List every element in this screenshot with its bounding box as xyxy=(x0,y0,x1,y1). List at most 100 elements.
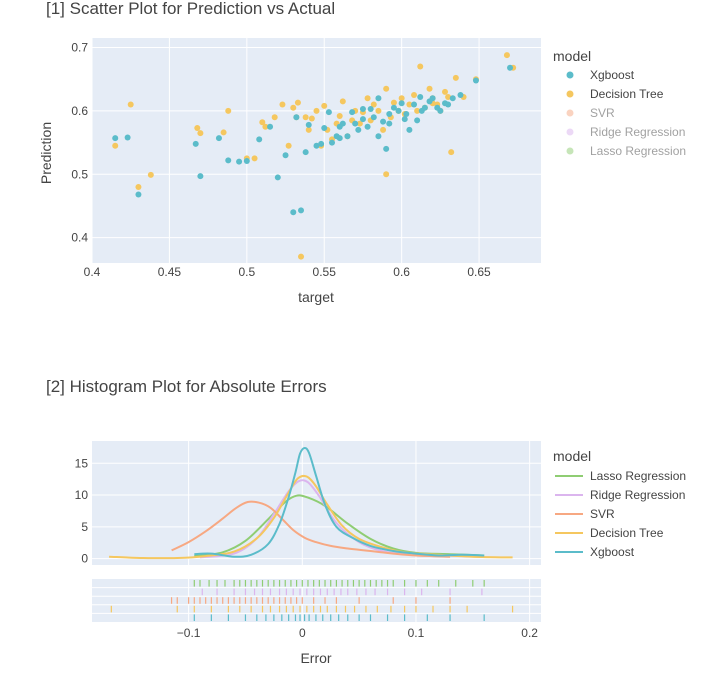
scatter-point-decision-tree[interactable] xyxy=(225,107,232,114)
scatter-point-decision-tree[interactable] xyxy=(448,149,455,156)
scatter-point-xgboost[interactable] xyxy=(449,95,456,102)
scatter-point-xgboost[interactable] xyxy=(267,123,274,130)
scatter-point-decision-tree[interactable] xyxy=(285,142,292,149)
scatter-point-xgboost[interactable] xyxy=(274,174,281,181)
scatter-point-xgboost[interactable] xyxy=(398,100,405,107)
scatter-point-decision-tree[interactable] xyxy=(426,85,433,92)
scatter-point-xgboost[interactable] xyxy=(302,149,309,156)
scatter-point-xgboost[interactable] xyxy=(318,140,325,147)
scatter-point-decision-tree[interactable] xyxy=(305,126,312,133)
scatter-point-decision-tree[interactable] xyxy=(375,107,382,114)
scatter-point-decision-tree[interactable] xyxy=(302,114,309,121)
scatter-point-decision-tree[interactable] xyxy=(294,99,301,106)
scatter-legend-item-lasso-regression[interactable]: Lasso Regression xyxy=(566,144,687,158)
scatter-point-xgboost[interactable] xyxy=(359,105,366,112)
scatter-point-xgboost[interactable] xyxy=(370,114,377,121)
scatter-point-xgboost[interactable] xyxy=(225,157,232,164)
scatter-point-xgboost[interactable] xyxy=(406,126,413,133)
density-line-xgboost[interactable] xyxy=(194,446,485,558)
scatter-point-decision-tree[interactable] xyxy=(298,253,305,260)
scatter-point-xgboost[interactable] xyxy=(355,126,362,133)
scatter-point-xgboost[interactable] xyxy=(359,116,366,123)
scatter-point-xgboost[interactable] xyxy=(325,109,332,116)
scatter-point-xgboost[interactable] xyxy=(112,135,119,142)
scatter-point-decision-tree[interactable] xyxy=(503,52,510,59)
scatter-point-xgboost[interactable] xyxy=(367,105,374,112)
scatter-point-xgboost[interactable] xyxy=(215,135,222,142)
scatter-point-xgboost[interactable] xyxy=(344,133,351,140)
scatter-point-decision-tree[interactable] xyxy=(220,129,227,136)
scatter-point-decision-tree[interactable] xyxy=(452,74,459,81)
scatter-point-xgboost[interactable] xyxy=(411,101,418,108)
scatter-point-decision-tree[interactable] xyxy=(383,85,390,92)
hist-legend-item-lasso-regression[interactable]: Lasso Regression xyxy=(555,469,686,483)
scatter-plot-area[interactable] xyxy=(92,38,541,263)
scatter-point-decision-tree[interactable] xyxy=(417,63,424,70)
scatter-point-decision-tree[interactable] xyxy=(262,123,269,130)
scatter-point-xgboost[interactable] xyxy=(383,145,390,152)
scatter-point-decision-tree[interactable] xyxy=(271,114,278,121)
hist-legend[interactable]: Lasso Regression Ridge Regression SVR Decis… xyxy=(555,469,686,559)
scatter-point-xgboost[interactable] xyxy=(256,136,263,143)
scatter-point-decision-tree[interactable] xyxy=(442,88,449,95)
scatter-legend-item-ridge-regression[interactable]: Ridge Regression xyxy=(566,125,686,139)
scatter-point-decision-tree[interactable] xyxy=(135,183,142,190)
scatter-point-xgboost[interactable] xyxy=(364,123,371,130)
scatter-point-xgboost[interactable] xyxy=(352,120,359,127)
scatter-legend[interactable]: Xgboost Decision Tree SVR Ridge Regression L… xyxy=(566,68,687,158)
hist-legend-item-xgboost[interactable]: Xgboost xyxy=(555,545,635,559)
scatter-point-xgboost[interactable] xyxy=(313,142,320,149)
scatter-point-xgboost[interactable] xyxy=(328,139,335,146)
scatter-point-decision-tree[interactable] xyxy=(406,101,413,108)
scatter-point-decision-tree[interactable] xyxy=(414,107,421,114)
scatter-point-xgboost[interactable] xyxy=(414,117,421,124)
scatter-point-decision-tree[interactable] xyxy=(383,171,390,178)
scatter-point-xgboost[interactable] xyxy=(380,118,387,125)
scatter-point-decision-tree[interactable] xyxy=(411,92,418,99)
scatter-point-xgboost[interactable] xyxy=(298,207,305,214)
scatter-point-decision-tree[interactable] xyxy=(336,112,343,119)
scatter-point-xgboost[interactable] xyxy=(507,64,514,71)
scatter-point-decision-tree[interactable] xyxy=(370,101,377,108)
scatter-point-xgboost[interactable] xyxy=(390,104,397,111)
scatter-point-xgboost[interactable] xyxy=(395,107,402,114)
scatter-point-xgboost[interactable] xyxy=(236,158,243,165)
scatter-point-xgboost[interactable] xyxy=(124,134,131,141)
scatter-point-decision-tree[interactable] xyxy=(127,101,134,108)
scatter-legend-item-decision-tree[interactable]: Decision Tree xyxy=(566,87,664,101)
scatter-point-decision-tree[interactable] xyxy=(259,119,266,126)
scatter-point-decision-tree[interactable] xyxy=(321,102,328,109)
scatter-point-xgboost[interactable] xyxy=(421,104,428,111)
scatter-point-decision-tree[interactable] xyxy=(112,142,119,149)
scatter-point-xgboost[interactable] xyxy=(437,107,444,114)
scatter-point-decision-tree[interactable] xyxy=(308,115,315,122)
scatter-point-xgboost[interactable] xyxy=(282,152,289,159)
scatter-point-decision-tree[interactable] xyxy=(364,95,371,102)
scatter-legend-item-svr[interactable]: SVR xyxy=(566,106,616,120)
scatter-point-xgboost[interactable] xyxy=(417,93,424,100)
scatter-point-decision-tree[interactable] xyxy=(251,155,258,162)
hist-plot-area[interactable] xyxy=(92,441,541,565)
scatter-point-xgboost[interactable] xyxy=(305,121,312,128)
hist-legend-item-decision-tree[interactable]: Decision Tree xyxy=(555,526,664,540)
scatter-point-xgboost[interactable] xyxy=(457,92,464,99)
scatter-point-decision-tree[interactable] xyxy=(194,125,201,131)
scatter-point-xgboost[interactable] xyxy=(375,95,382,102)
scatter-point-decision-tree[interactable] xyxy=(339,98,346,105)
scatter-point-xgboost[interactable] xyxy=(349,109,356,116)
scatter-point-xgboost[interactable] xyxy=(197,173,204,180)
scatter-point-decision-tree[interactable] xyxy=(197,130,204,137)
scatter-point-xgboost[interactable] xyxy=(386,111,393,118)
scatter-point-decision-tree[interactable] xyxy=(390,99,397,106)
hist-legend-item-svr[interactable]: SVR xyxy=(555,507,615,521)
scatter-point-decision-tree[interactable] xyxy=(356,120,363,127)
scatter-point-xgboost[interactable] xyxy=(445,101,452,108)
scatter-point-xgboost[interactable] xyxy=(472,77,479,84)
scatter-point-xgboost[interactable] xyxy=(336,135,343,142)
scatter-point-decision-tree[interactable] xyxy=(398,95,405,102)
scatter-point-decision-tree[interactable] xyxy=(445,93,452,100)
density-line-svr[interactable] xyxy=(171,500,451,558)
scatter-point-xgboost[interactable] xyxy=(386,120,393,127)
hist-legend-item-ridge-regression[interactable]: Ridge Regression xyxy=(555,488,685,502)
scatter-point-xgboost[interactable] xyxy=(375,133,382,140)
